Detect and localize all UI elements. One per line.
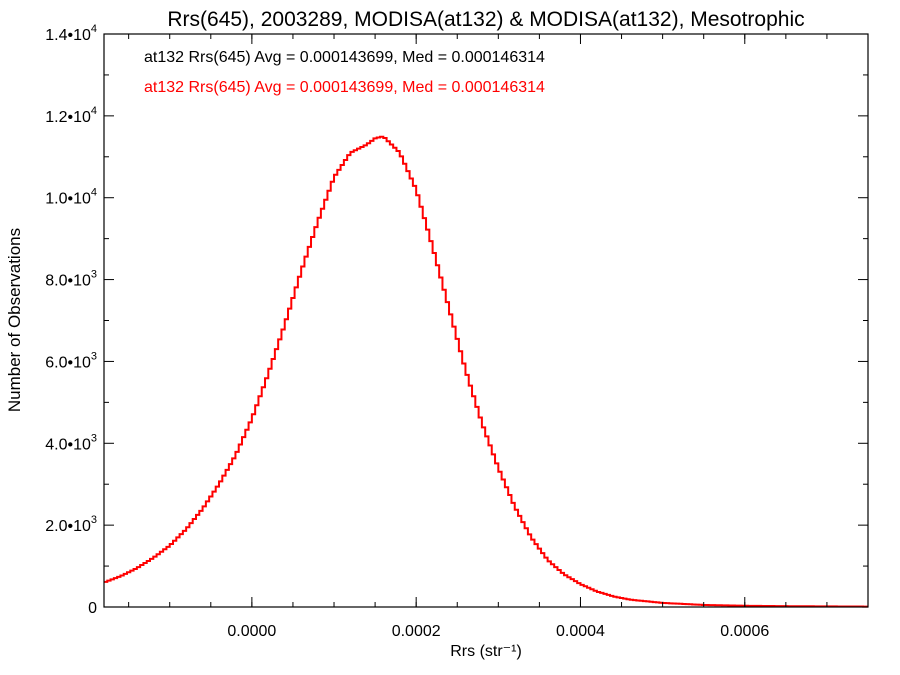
y-tick-exponent: 4 [91, 23, 97, 35]
y-tick-label: 0 [88, 600, 97, 617]
plot-frame [103, 33, 869, 608]
y-tick-exponent: 3 [91, 350, 97, 362]
x-axis-label: Rrs (str⁻¹) [450, 643, 522, 660]
y-tick-label: 4.0•103 [45, 432, 97, 453]
y-tick-label: 6.0•103 [45, 350, 97, 371]
chart-title: Rrs(645), 2003289, MODISA(at132) & MODIS… [167, 8, 804, 31]
x-axis-ticks: 0.0000 0.0002 0.0004 0.0006 [128, 34, 828, 640]
y-tick-label: 8.0•103 [45, 269, 97, 290]
y-tick-mantissa: 1.2•10 [45, 109, 91, 126]
annotation-1: at132 Rrs(645) Avg = 0.000143699, Med = … [144, 79, 545, 96]
y-tick-label: 1.0•104 [45, 187, 97, 208]
y-tick-mantissa: 6.0•10 [45, 354, 91, 371]
y-tick-label: 1.2•104 [45, 105, 97, 126]
y-tick-mantissa: 0 [88, 600, 97, 617]
y-tick-exponent: 4 [91, 187, 97, 199]
y-tick-mantissa: 1.4•10 [45, 27, 91, 44]
y-tick-mantissa: 1.0•10 [45, 191, 91, 208]
x-tick-label: 0.0000 [227, 623, 276, 640]
y-axis-label: Number of Observations [5, 228, 24, 412]
annotations: at132 Rrs(645) Avg = 0.000143699, Med = … [144, 49, 545, 96]
y-tick-label: 2.0•103 [45, 514, 97, 535]
series-line [104, 135, 868, 608]
y-tick-exponent: 3 [91, 432, 97, 444]
y-tick-exponent: 3 [91, 514, 97, 526]
y-tick-mantissa: 8.0•10 [45, 273, 91, 290]
x-tick-label: 0.0004 [556, 623, 605, 640]
y-tick-exponent: 3 [91, 269, 97, 281]
x-tick-label: 0.0006 [720, 623, 769, 640]
y-tick-mantissa: 4.0•10 [45, 436, 91, 453]
x-tick-label: 0.0002 [392, 623, 441, 640]
y-tick-exponent: 4 [91, 105, 97, 117]
y-tick-label: 1.4•104 [45, 23, 97, 44]
y-axis-ticks: 02.0•1034.0•1036.0•1038.0•1031.0•1041.2•… [45, 23, 868, 617]
y-tick-mantissa: 2.0•10 [45, 518, 91, 535]
annotation-0: at132 Rrs(645) Avg = 0.000143699, Med = … [144, 49, 545, 66]
